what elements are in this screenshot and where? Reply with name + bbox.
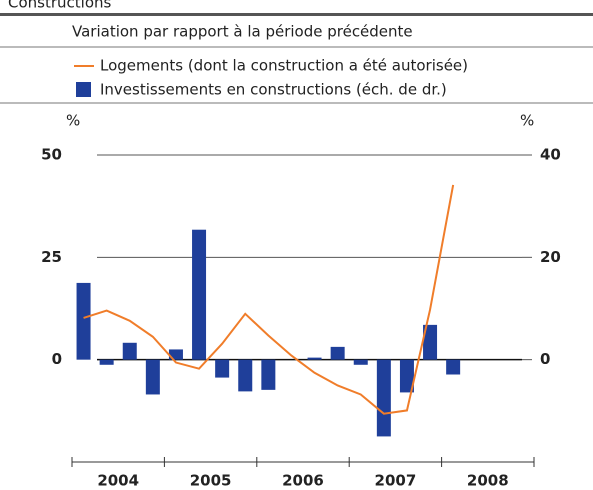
chart-title: Constructions — [8, 0, 112, 12]
bar — [76, 282, 91, 360]
subtitle: Variation par rapport à la période précé… — [72, 23, 413, 41]
line — [83, 184, 455, 415]
bar — [99, 359, 114, 365]
bar — [446, 359, 461, 375]
bar — [122, 342, 137, 360]
x-group-label: 2008 — [467, 472, 509, 490]
bar — [399, 359, 414, 393]
y-tick-label: 0 — [52, 350, 62, 368]
y-tick-label: 25 — [41, 248, 62, 266]
legend-swatch — [76, 82, 91, 97]
legend-label: Investissements en constructions (éch. d… — [100, 81, 447, 99]
y-tick-label: 50 — [41, 146, 62, 164]
bar — [423, 324, 438, 360]
legend-label: Logements (dont la construction a été au… — [100, 57, 468, 75]
y2-tick-label: 20 — [540, 248, 561, 266]
y-unit: % — [66, 112, 80, 130]
y2-tick-label: 0 — [540, 350, 550, 368]
bar — [330, 346, 345, 360]
x-group-label: 2005 — [190, 472, 232, 490]
bar — [261, 359, 276, 390]
y2-tick-label: 40 — [540, 146, 561, 164]
y2-unit: % — [520, 112, 534, 130]
bar — [215, 359, 230, 378]
bar — [353, 359, 368, 365]
bar — [145, 359, 160, 395]
bar — [192, 229, 207, 360]
x-group-label: 2007 — [375, 472, 417, 490]
bar — [376, 359, 391, 437]
bar — [307, 357, 322, 360]
x-group-label: 2006 — [282, 472, 324, 490]
rule — [0, 13, 593, 16]
bar — [238, 359, 253, 392]
bar — [168, 349, 183, 360]
x-group-label: 2004 — [97, 472, 139, 490]
